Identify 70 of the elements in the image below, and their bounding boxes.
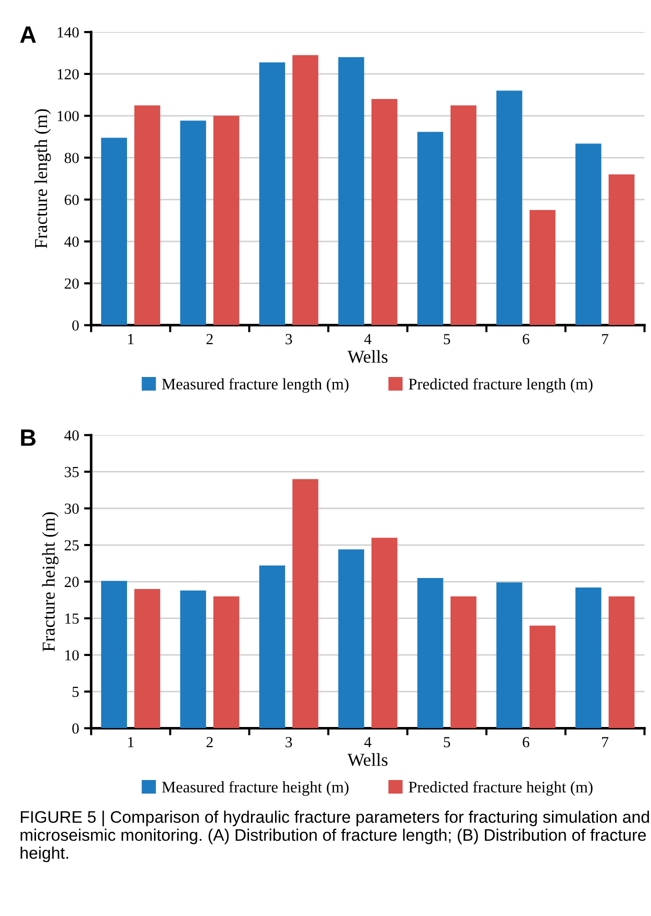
- bar: [338, 549, 364, 728]
- x-tick-label: 6: [522, 334, 530, 344]
- bar: [450, 105, 476, 326]
- y-tick-label: 80: [64, 152, 79, 164]
- y-tick-label: 0: [72, 723, 79, 734]
- bar: [213, 596, 240, 728]
- bar: [371, 99, 398, 326]
- bar: [575, 144, 602, 326]
- legend-label: Predicted fracture length (m): [408, 378, 593, 393]
- y-tick-label: 15: [65, 614, 79, 624]
- x-tick-label: 2: [206, 737, 213, 748]
- text: B: [21, 430, 36, 446]
- bar: [608, 596, 635, 728]
- bar: [575, 588, 602, 728]
- legend-label: Predicted fracture height (m): [408, 781, 593, 796]
- bar: [292, 479, 318, 728]
- x-tick-label: 1: [128, 737, 134, 748]
- bar: [101, 138, 128, 326]
- y-tick-label: 20: [64, 576, 79, 588]
- bar: [371, 538, 398, 728]
- y-axis-title: Fracture height (m): [42, 512, 58, 652]
- bar: [530, 210, 556, 326]
- bar: [134, 588, 160, 728]
- x-axis-title: Wells: [347, 753, 388, 766]
- y-tick-label: 35: [64, 466, 79, 478]
- bar: [338, 57, 364, 326]
- bar: [180, 590, 206, 728]
- x-tick-label: 7: [602, 334, 608, 344]
- bar: [496, 90, 522, 326]
- y-tick-label: 5: [72, 686, 79, 698]
- bar: [259, 62, 286, 326]
- y-tick-label: 10: [65, 650, 79, 660]
- y-tick-label: 100: [58, 110, 79, 122]
- x-tick-label: 2: [206, 334, 213, 344]
- bar: [417, 132, 444, 326]
- y-tick-label: 120: [58, 69, 79, 80]
- bar: [530, 626, 556, 728]
- x-tick-label: 5: [444, 737, 450, 748]
- y-axis-title: Fracture length (m): [34, 109, 51, 248]
- bar: [259, 566, 286, 728]
- bar: [180, 120, 206, 326]
- bar: [292, 55, 318, 326]
- text: A: [20, 26, 36, 43]
- legend-label: Measured fracture length (m): [162, 378, 348, 393]
- x-tick-label: 1: [128, 334, 134, 344]
- y-tick-label: 140: [58, 27, 79, 38]
- bar: [417, 578, 444, 728]
- y-tick-label: 40: [64, 430, 79, 441]
- bar: [134, 105, 160, 326]
- bar: [101, 580, 128, 728]
- bar: [450, 596, 476, 728]
- x-tick-label: 5: [444, 334, 450, 344]
- y-tick-label: 30: [64, 504, 79, 514]
- y-tick-label: 25: [64, 540, 79, 550]
- caption: FIGURE 5 | Comparison of hydraulic fracture parameters for fracturing simulation and microseismic monitoring. (A) Distribution of fracture length; (B) Distribution of fracture height.: [20, 810, 649, 862]
- x-tick-label: 4: [364, 334, 372, 344]
- x-tick-label: 6: [522, 737, 530, 748]
- x-tick-label: 3: [286, 737, 292, 748]
- x-tick-label: 3: [286, 334, 292, 344]
- bar: [213, 116, 240, 326]
- y-tick-label: 40: [64, 236, 79, 247]
- x-tick-label: 4: [364, 737, 372, 748]
- bar: [608, 174, 635, 326]
- legend-label: Measured fracture height (m): [162, 781, 348, 796]
- x-tick-label: 7: [602, 737, 608, 748]
- x-axis-title: Wells: [347, 350, 388, 363]
- y-tick-label: 20: [64, 278, 79, 289]
- y-tick-label: 0: [72, 320, 79, 331]
- y-tick-label: 60: [64, 194, 79, 206]
- bar: [496, 582, 522, 728]
